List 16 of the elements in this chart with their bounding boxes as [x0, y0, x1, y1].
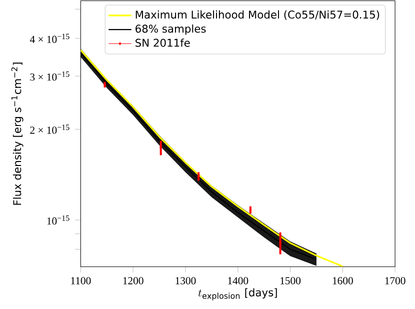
y-tick-label: 4 × 10$^{−15}$	[30, 34, 70, 43]
x-tick-label: 1300	[176, 277, 196, 284]
y-axis-title: Flux density [erg s$^{−1}$cm$^{−2}$]	[11, 62, 24, 205]
legend-label: Maximum Likelihood Model (Co55/Ni57=0.15)	[136, 10, 380, 20]
x-tick-label: 1500	[280, 277, 301, 284]
y-tick-label: 3 × 10$^{−15}$	[30, 72, 70, 81]
legend-label: 68% samples	[136, 24, 206, 35]
x-tick-label: 1600	[332, 277, 353, 284]
x-tick-label: 1700	[385, 277, 406, 284]
x-axis-title: $t_{\mathrm{explosion}}\ \mbox{[days]}$	[198, 288, 277, 300]
y-tick-label: 10$^{−15}$	[47, 215, 70, 225]
x-tick-label: 1200	[123, 277, 144, 284]
x-tick-label: 1400	[228, 277, 248, 284]
legend-label: SN 2011fe	[136, 38, 190, 47]
x-tick-label: 1100	[71, 277, 91, 284]
y-tick-label: 2 × 10$^{−15}$	[30, 124, 70, 134]
